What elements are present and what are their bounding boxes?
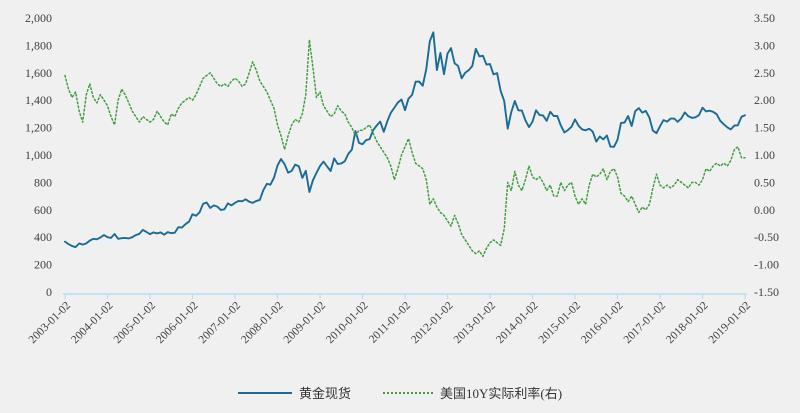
x-axis-tick-label: 2018-01-02 <box>664 299 711 346</box>
y-axis-right-tick-label: 1.00 <box>754 148 775 162</box>
y-axis-left-tick-label: 1,800 <box>25 38 52 52</box>
x-axis-tick-label: 2010-01-02 <box>324 299 371 346</box>
x-axis-tick-label: 2007-01-02 <box>197 299 244 346</box>
gold-legend-label: 黄金现货 <box>298 386 351 401</box>
y-axis-right-tick-label: 3.50 <box>754 11 775 25</box>
x-axis-tick-label: 2009-01-02 <box>282 299 329 346</box>
y-axis-right-tick-label: -0.50 <box>754 230 779 244</box>
y-axis-right-tick-label: 0.50 <box>754 175 775 189</box>
x-axis-tick-label: 2014-01-02 <box>494 299 541 346</box>
legend-item-gold: 黄金现货 <box>237 383 351 402</box>
x-axis-tick-label: 2011-01-02 <box>367 299 413 345</box>
y-axis-left-tick-label: 200 <box>34 258 52 272</box>
x-axis-tick-label: 2004-01-02 <box>69 299 116 346</box>
y-axis-right-tick-label: 2.50 <box>754 66 775 80</box>
x-axis-tick-label: 2013-01-02 <box>452 299 499 346</box>
real-rate-legend-label: 美国10Y实际利率(右) <box>439 386 563 401</box>
x-axis-tick-label: 2019-01-02 <box>707 299 754 346</box>
x-axis-tick-label: 2015-01-02 <box>537 299 584 346</box>
y-axis-left-tick-label: 1,000 <box>25 148 52 162</box>
real-rate-line-swatch <box>382 391 433 394</box>
y-axis-right-tick-label: -1.50 <box>754 285 779 299</box>
legend-item-real-rate: 美国10Y实际利率(右) <box>382 383 563 402</box>
gold-line-swatch <box>237 391 292 394</box>
x-axis-tick-label: 2012-01-02 <box>409 299 456 346</box>
y-axis-right-tick-label: -1.00 <box>754 258 779 272</box>
y-axis-right-tick-label: 3.00 <box>754 38 775 52</box>
x-axis-tick-label: 2016-01-02 <box>579 299 626 346</box>
y-axis-left-tick-label: 1,400 <box>25 93 52 107</box>
y-axis-left-tick-label: 1,200 <box>25 121 52 135</box>
us10y-real-rate-line <box>64 39 746 258</box>
y-axis-left-tick-label: 1,600 <box>25 66 52 80</box>
y-axis-right-tick-label: 2.00 <box>754 93 775 107</box>
y-axis-left-tick-label: 0 <box>46 285 52 299</box>
y-axis-left-tick-label: 400 <box>34 230 52 244</box>
gold-spot-line <box>64 31 746 249</box>
y-axis-left-tick-label: 800 <box>34 175 52 189</box>
y-axis-left-tick-label: 2,000 <box>25 11 52 25</box>
y-axis-left-tick-label: 600 <box>34 203 52 217</box>
y-axis-right-tick-label: 1.50 <box>754 121 775 135</box>
chart-legend: 黄金现货 美国10Y实际利率(右) <box>0 383 800 402</box>
x-axis-tick-label: 2017-01-02 <box>622 299 669 346</box>
x-axis-tick-label: 2008-01-02 <box>239 299 286 346</box>
x-axis-tick-label: 2005-01-02 <box>112 299 159 346</box>
x-axis-tick-label: 2003-01-02 <box>27 299 74 346</box>
x-axis-tick-label: 2006-01-02 <box>154 299 201 346</box>
y-axis-right-tick-label: 0.00 <box>754 203 775 217</box>
